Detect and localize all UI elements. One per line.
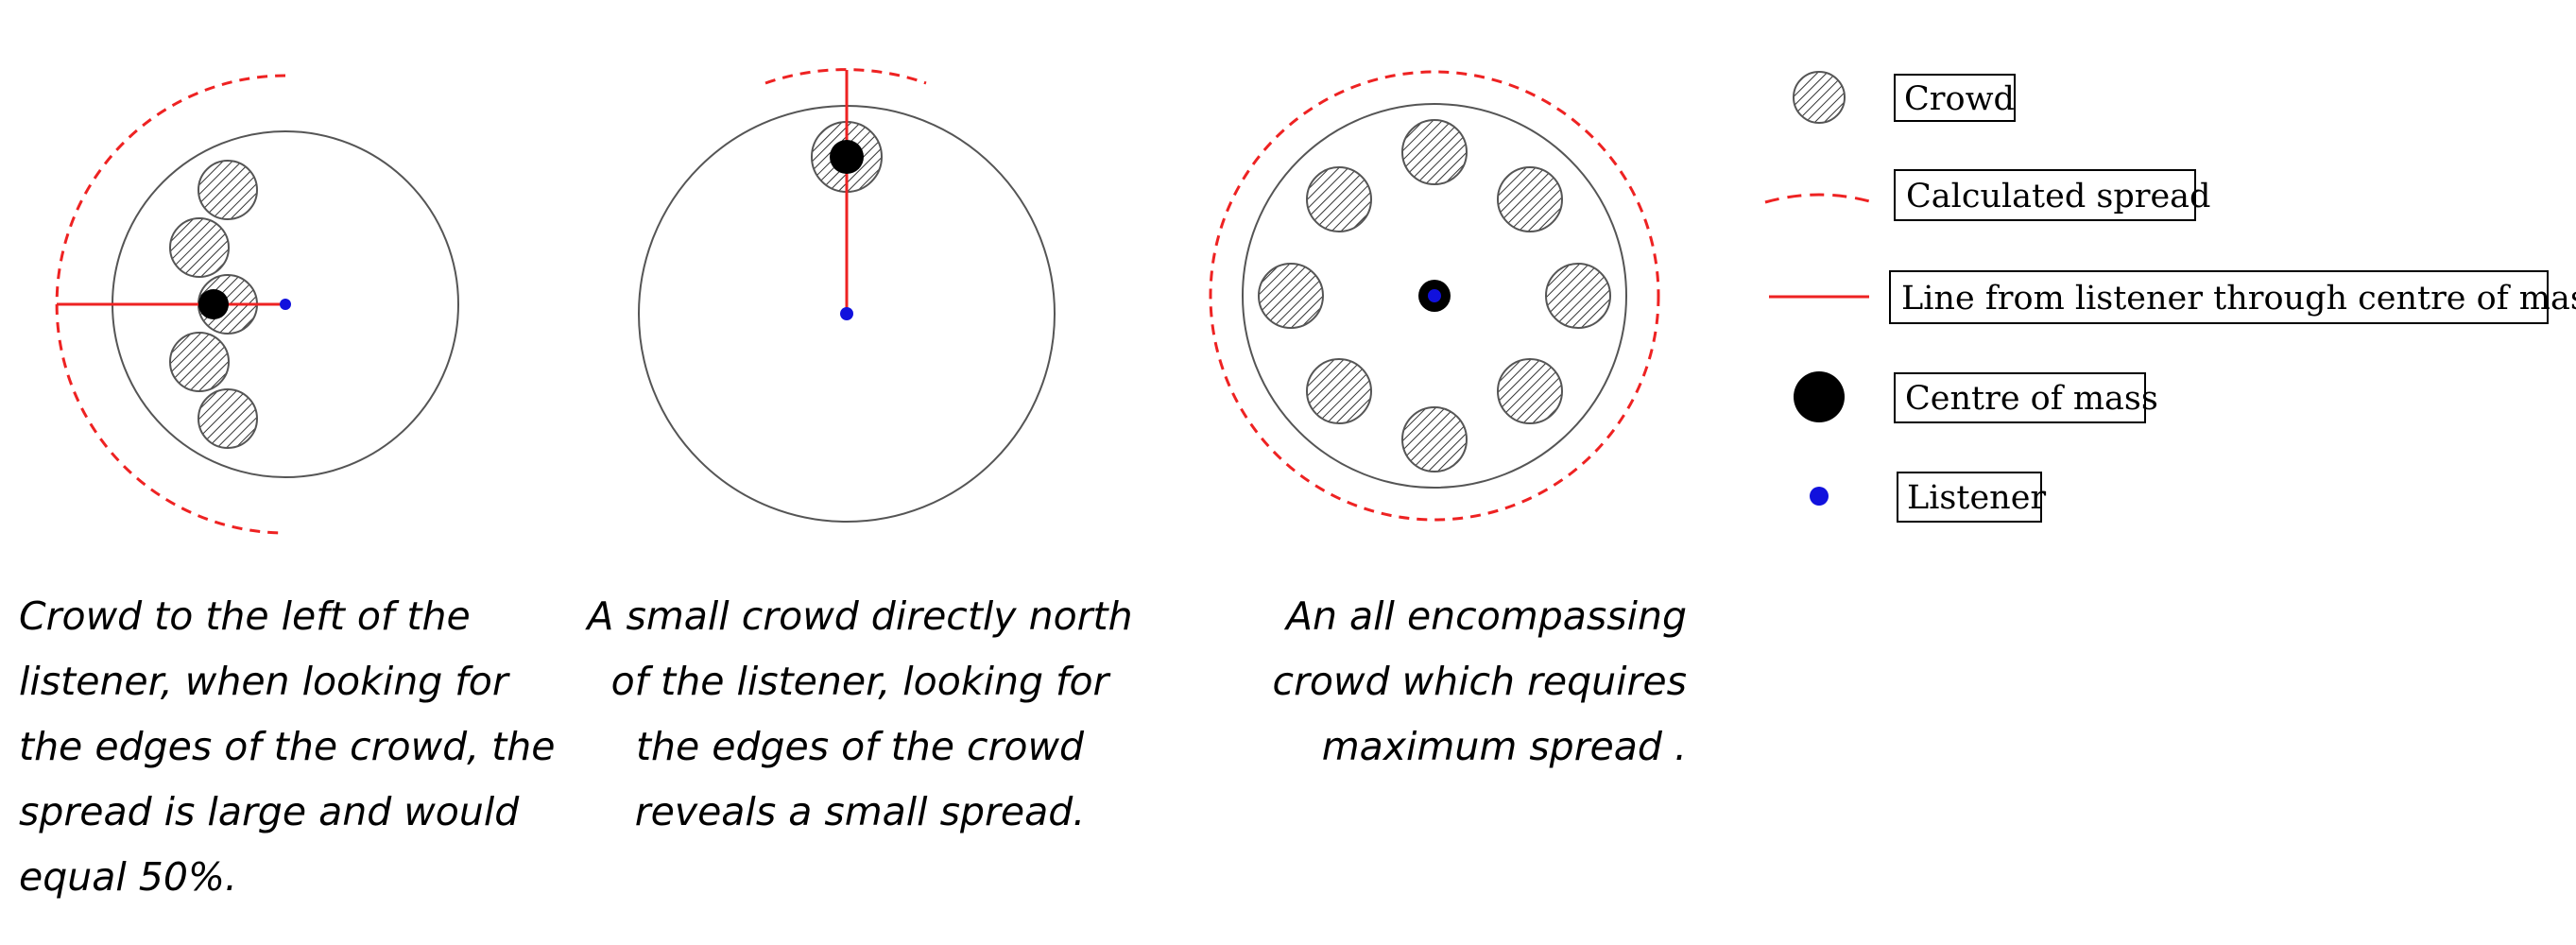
spread-circle [1209,70,1660,522]
legend-label-calculated-spread: Calculated spread [1906,178,2210,215]
crowd-member [169,217,230,278]
legend-box [1897,472,2042,523]
legend: Crowd Calculated spread Line from listen… [1764,71,2576,523]
spread-arc [764,68,927,85]
blue-dot-icon [1810,487,1829,506]
listener [840,307,853,320]
legend-item-calculated-spread: Calculated spread [1764,169,2210,221]
caption-left-crowd: Crowd to the left of the listener, when … [19,593,556,900]
legend-box [1894,74,2016,122]
crowd-member [197,160,258,220]
crowd-member [169,332,230,392]
centre-of-mass [830,140,864,174]
crowd-member [1497,358,1563,424]
panel-north-crowd [638,68,1056,523]
spread-arc [55,74,286,535]
red-dashed-arc-icon [1764,193,1874,204]
black-dot-icon [1794,371,1845,422]
crowd-member [1401,406,1468,472]
caption-surrounding-crowd: An all encompassing crowd which requires… [1272,593,1687,769]
listener [280,299,291,310]
legend-item-listener: Listener [1810,472,2046,523]
caption-north-crowd: A small crowd directly north of the list… [587,593,1133,834]
crowd-member [1306,358,1372,424]
legend-label-line: Line from listener through centre of mas… [1901,280,2576,318]
legend-box [1889,270,2549,324]
legend-box [1894,372,2146,423]
crowd-member [1401,119,1468,185]
hatched-circle-icon [1793,71,1846,124]
centre-of-mass [198,289,229,319]
crowd-member [197,388,258,449]
panel-left-crowd [55,74,459,535]
legend-item-line: Line from listener through centre of mas… [1769,270,2576,324]
legend-item-centre-of-mass: Centre of mass [1794,371,2158,423]
legend-box [1894,169,2196,221]
listener [1428,289,1441,302]
boundary-circle [1242,103,1627,489]
legend-item-crowd: Crowd [1793,71,2016,124]
legend-label-centre-of-mass: Centre of mass [1905,380,2158,418]
panel-surrounding-crowd [1209,70,1660,522]
crowd-member [1258,263,1324,329]
crowd-member [1545,263,1611,329]
legend-label-listener: Listener [1907,479,2046,517]
legend-label-crowd: Crowd [1904,80,2015,118]
crowd-member [1306,166,1372,232]
crowd-member [1497,166,1563,232]
